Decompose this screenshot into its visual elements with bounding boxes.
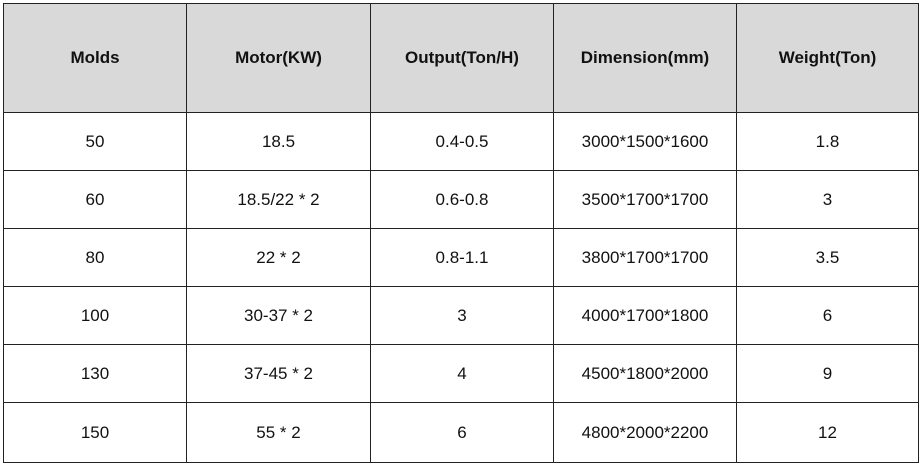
table-row: 50 18.5 0.4-0.5 3000*1500*1600 1.8 (3, 112, 919, 171)
table-cell: 3800*1700*1700 (553, 228, 737, 287)
table-cell: 6 (736, 286, 919, 345)
table-cell: 30-37 * 2 (186, 286, 371, 345)
table-row: 130 37-45 * 2 4 4500*1800*2000 9 (3, 344, 919, 403)
header-row: Molds Motor(KW) Output(Ton/H) Dimension(mm)… (3, 3, 919, 113)
table-cell: 80 (3, 228, 187, 287)
table-cell: 3000*1500*1600 (553, 112, 737, 171)
table-cell: 0.4-0.5 (370, 112, 554, 171)
table-body: 50 18.5 0.4-0.5 3000*1500*1600 1.8 60 18.5/22 … (3, 112, 919, 463)
table-cell: 4 (370, 344, 554, 403)
header-cell: Motor(KW) (186, 3, 371, 113)
table-cell: 6 (370, 402, 554, 463)
table-cell: 3500*1700*1700 (553, 170, 737, 229)
table-cell: 1.8 (736, 112, 919, 171)
table-cell: 0.8-1.1 (370, 228, 554, 287)
spec-table: Molds Motor(KW) Output(Ton/H) Dimension(mm)… (3, 3, 919, 463)
table-cell: 37-45 * 2 (186, 344, 371, 403)
table-cell: 50 (3, 112, 187, 171)
table-cell: 3 (370, 286, 554, 345)
header-cell: Dimension(mm) (553, 3, 737, 113)
table-cell: 9 (736, 344, 919, 403)
table-cell: 55 * 2 (186, 402, 371, 463)
table-cell: 18.5 (186, 112, 371, 171)
table-row: 60 18.5/22 * 2 0.6-0.8 3500*1700*1700 3 (3, 170, 919, 229)
header-cell: Molds (3, 3, 187, 113)
table-cell: 150 (3, 402, 187, 463)
table-row: 150 55 * 2 6 4800*2000*2200 12 (3, 402, 919, 463)
table-cell: 4000*1700*1800 (553, 286, 737, 345)
table-cell: 18.5/22 * 2 (186, 170, 371, 229)
table-row: 80 22 * 2 0.8-1.1 3800*1700*1700 3.5 (3, 228, 919, 287)
table-cell: 100 (3, 286, 187, 345)
header-cell: Weight(Ton) (736, 3, 919, 113)
table-cell: 22 * 2 (186, 228, 371, 287)
table-cell: 60 (3, 170, 187, 229)
table-cell: 0.6-0.8 (370, 170, 554, 229)
table-cell: 4800*2000*2200 (553, 402, 737, 463)
table-cell: 3 (736, 170, 919, 229)
table-cell: 12 (736, 402, 919, 463)
table-row: 100 30-37 * 2 3 4000*1700*1800 6 (3, 286, 919, 345)
header-cell: Output(Ton/H) (370, 3, 554, 113)
table-cell: 4500*1800*2000 (553, 344, 737, 403)
table-cell: 130 (3, 344, 187, 403)
table-cell: 3.5 (736, 228, 919, 287)
